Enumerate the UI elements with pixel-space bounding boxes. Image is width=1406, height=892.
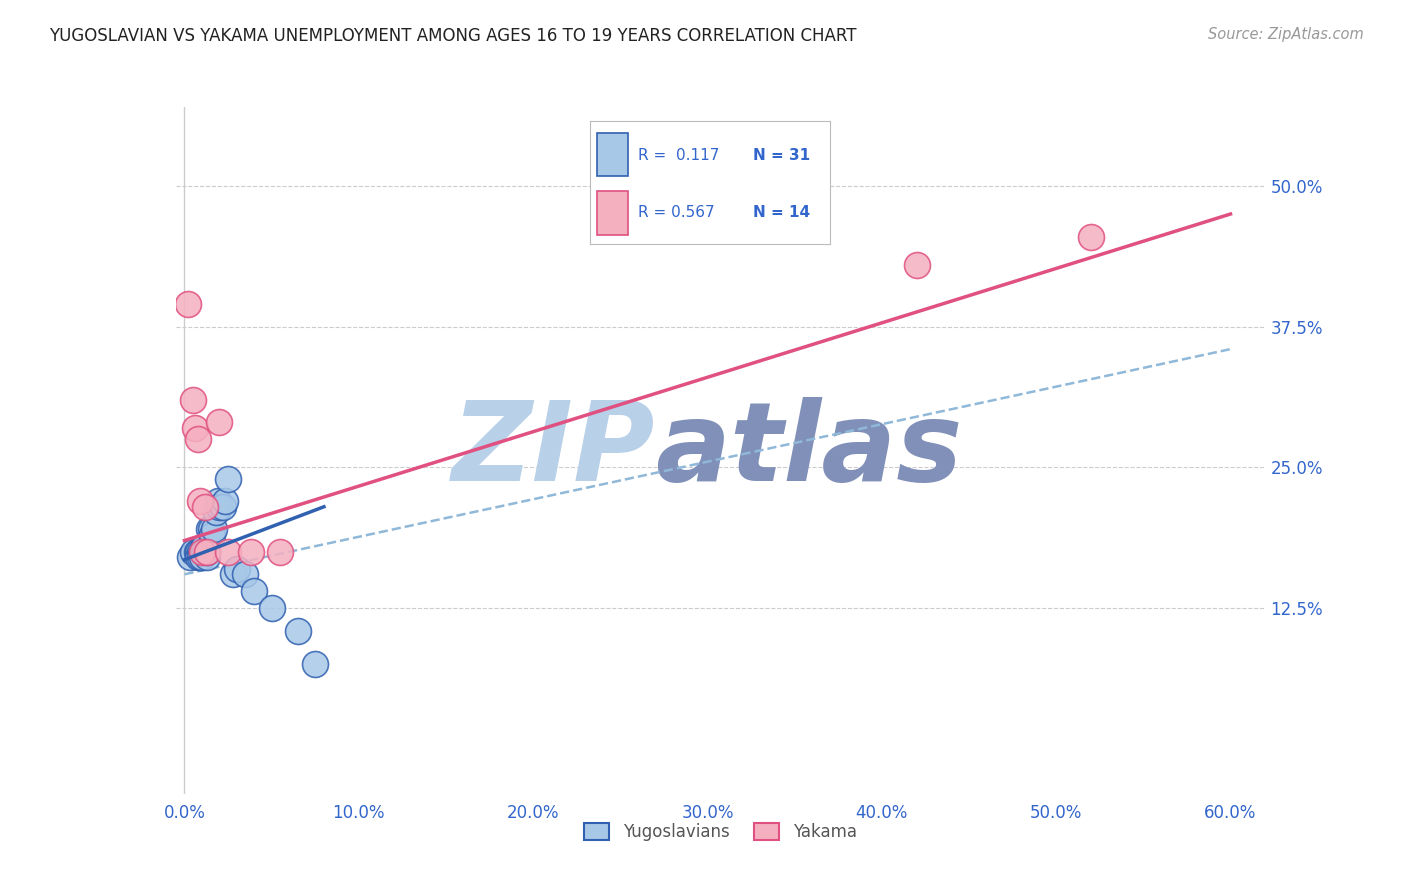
Text: YUGOSLAVIAN VS YAKAMA UNEMPLOYMENT AMONG AGES 16 TO 19 YEARS CORRELATION CHART: YUGOSLAVIAN VS YAKAMA UNEMPLOYMENT AMONG…	[49, 27, 856, 45]
Point	[187, 432, 209, 446]
Point	[243, 584, 266, 599]
Point	[188, 545, 211, 559]
Point	[188, 494, 211, 508]
Point	[304, 657, 326, 672]
Point	[269, 545, 291, 559]
Point	[193, 539, 215, 553]
Point	[217, 545, 239, 559]
Point	[194, 545, 217, 559]
Point	[198, 522, 221, 536]
Point	[195, 550, 218, 565]
Point	[191, 550, 214, 565]
Point	[260, 601, 283, 615]
Point	[187, 550, 209, 565]
Point	[239, 545, 262, 559]
Point	[179, 550, 201, 565]
Point	[195, 545, 218, 559]
Point	[187, 545, 209, 559]
Point	[222, 567, 245, 582]
Point	[207, 494, 229, 508]
Point	[905, 258, 928, 272]
Point	[186, 545, 208, 559]
Point	[208, 415, 231, 429]
Point	[214, 494, 236, 508]
Point	[200, 522, 222, 536]
Text: Source: ZipAtlas.com: Source: ZipAtlas.com	[1208, 27, 1364, 42]
Point	[235, 567, 257, 582]
Point	[1080, 229, 1102, 244]
Point	[287, 624, 309, 638]
Point	[217, 472, 239, 486]
Point	[208, 500, 231, 514]
Point	[211, 500, 233, 514]
Point	[188, 550, 211, 565]
Point	[181, 392, 204, 407]
Point	[195, 545, 218, 559]
Point	[184, 421, 207, 435]
Point	[181, 545, 204, 559]
Point	[191, 545, 214, 559]
Point	[193, 545, 215, 559]
Text: atlas: atlas	[655, 397, 963, 504]
Text: ZIP: ZIP	[451, 397, 655, 504]
Point	[201, 528, 224, 542]
Point	[191, 545, 214, 559]
Point	[225, 562, 247, 576]
Point	[177, 297, 200, 311]
Point	[205, 505, 228, 519]
Point	[194, 500, 217, 514]
Legend: Yugoslavians, Yakama: Yugoslavians, Yakama	[578, 816, 863, 847]
Point	[202, 522, 225, 536]
